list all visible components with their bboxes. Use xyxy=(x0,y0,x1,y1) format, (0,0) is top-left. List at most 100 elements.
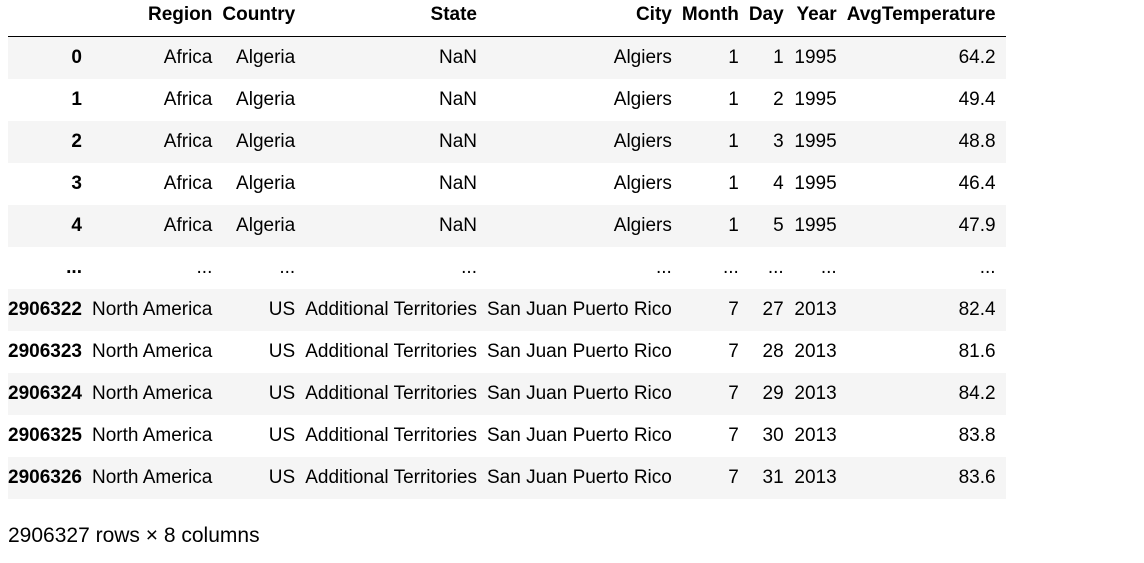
header-row: Region Country State City Month Day Year… xyxy=(8,0,1006,37)
row-index: 3 xyxy=(71,173,82,194)
cell-state: NaN xyxy=(438,89,477,110)
cell-day: 27 xyxy=(762,299,784,320)
cell-region: Africa xyxy=(163,173,213,194)
cell-state: Additional Territories xyxy=(305,299,477,320)
row-index: 2906322 xyxy=(8,299,82,320)
table-row: 1 Africa Algeria NaN Algiers 1 2 1995 49.4 xyxy=(8,79,1006,121)
row-index: 1 xyxy=(71,89,82,110)
cell-year: 1995 xyxy=(794,215,837,236)
cell-city: Algiers xyxy=(613,89,672,110)
cell-avgtemperature: 81.6 xyxy=(958,341,996,362)
cell-region: North America xyxy=(92,425,213,446)
cell-country: Algeria xyxy=(236,215,296,236)
cell-state: NaN xyxy=(438,215,477,236)
cell-avgtemperature: 83.6 xyxy=(958,467,996,488)
cell-country: US xyxy=(268,299,296,320)
column-header-day: Day xyxy=(748,0,794,37)
table-row: 2906325 North America US Additional Territo… xyxy=(8,415,1006,457)
cell-state: NaN xyxy=(438,47,477,68)
cell-year: 2013 xyxy=(794,341,837,362)
table-row: 2906323 North America US Additional Territo… xyxy=(8,331,1006,373)
column-header-country: Country xyxy=(222,0,306,37)
cell-day: 2 xyxy=(773,89,784,110)
cell-month: 7 xyxy=(728,425,739,446)
cell-avgtemperature: 64.2 xyxy=(958,47,996,68)
cell-city: San Juan Puerto Rico xyxy=(487,299,672,320)
table-row: 0 Africa Algeria NaN Algiers 1 1 1995 64.2 xyxy=(8,36,1006,79)
cell-month: 7 xyxy=(728,467,739,488)
cell-city: Algiers xyxy=(613,47,672,68)
index-header xyxy=(8,0,92,37)
row-index: 2906326 xyxy=(8,467,82,488)
cell-state: ... xyxy=(461,257,477,278)
cell-year: 1995 xyxy=(794,131,837,152)
cell-city: ... xyxy=(656,257,672,278)
cell-state: Additional Territories xyxy=(305,425,477,446)
cell-month: 1 xyxy=(728,47,739,68)
cell-avgtemperature: 46.4 xyxy=(958,173,996,194)
column-header-month: Month xyxy=(681,0,749,37)
row-index: 2906325 xyxy=(8,425,82,446)
table-body: 0 Africa Algeria NaN Algiers 1 1 1995 64.2 1 Afric… xyxy=(8,36,1006,499)
cell-region: ... xyxy=(196,257,213,278)
cell-avgtemperature: 47.9 xyxy=(958,215,996,236)
cell-day: 1 xyxy=(773,47,784,68)
cell-state: NaN xyxy=(438,131,477,152)
column-header-year: Year xyxy=(793,0,847,37)
cell-avgtemperature: 48.8 xyxy=(958,131,996,152)
row-index: 2906324 xyxy=(8,383,82,404)
row-index: 0 xyxy=(71,47,82,68)
cell-day: 30 xyxy=(762,425,784,446)
dataframe-shape-text: 2906327 rows × 8 columns xyxy=(8,524,260,547)
cell-state: Additional Territories xyxy=(305,383,477,404)
cell-city: Algiers xyxy=(613,173,672,194)
cell-year: 2013 xyxy=(794,467,837,488)
cell-month: 1 xyxy=(728,173,739,194)
cell-region: Africa xyxy=(163,89,213,110)
cell-avgtemperature: ... xyxy=(979,257,996,278)
cell-city: San Juan Puerto Rico xyxy=(487,425,672,446)
cell-avgtemperature: 49.4 xyxy=(958,89,996,110)
cell-day: 29 xyxy=(762,383,784,404)
table-row: 2906326 North America US Additional Territo… xyxy=(8,457,1006,499)
row-index: ... xyxy=(66,257,82,278)
cell-avgtemperature: 84.2 xyxy=(958,383,996,404)
column-header-avgtemperature: AvgTemperature xyxy=(846,0,1006,37)
cell-country: US xyxy=(268,341,296,362)
cell-year: 1995 xyxy=(794,47,837,68)
cell-year: ... xyxy=(820,257,837,278)
dataframe-table: Region Country State City Month Day Year… xyxy=(8,0,1006,499)
cell-month: 7 xyxy=(728,299,739,320)
table-row: 3 Africa Algeria NaN Algiers 1 4 1995 46.4 xyxy=(8,163,1006,205)
cell-city: Algiers xyxy=(613,131,672,152)
cell-city: Algiers xyxy=(613,215,672,236)
cell-day: ... xyxy=(767,257,784,278)
cell-year: 1995 xyxy=(794,173,837,194)
column-header-city: City xyxy=(487,0,682,37)
cell-state: NaN xyxy=(438,173,477,194)
table-row: 2906324 North America US Additional Territo… xyxy=(8,373,1006,415)
table-row: 2906322 North America US Additional Territo… xyxy=(8,289,1006,331)
table-row: ........................... xyxy=(8,247,1006,289)
cell-country: US xyxy=(268,383,296,404)
cell-region: Africa xyxy=(163,215,213,236)
cell-city: San Juan Puerto Rico xyxy=(487,341,672,362)
cell-country: US xyxy=(268,467,296,488)
cell-month: 1 xyxy=(728,131,739,152)
table-row: 4 Africa Algeria NaN Algiers 1 5 1995 47.9 xyxy=(8,205,1006,247)
cell-month: 7 xyxy=(728,383,739,404)
cell-month: 7 xyxy=(728,341,739,362)
cell-month: ... xyxy=(722,257,739,278)
cell-year: 1995 xyxy=(794,89,837,110)
column-header-state: State xyxy=(305,0,487,37)
cell-day: 28 xyxy=(762,341,784,362)
cell-region: Africa xyxy=(163,47,213,68)
cell-year: 2013 xyxy=(794,425,837,446)
cell-avgtemperature: 83.8 xyxy=(958,425,996,446)
cell-country: US xyxy=(268,425,296,446)
cell-country: Algeria xyxy=(236,131,296,152)
cell-avgtemperature: 82.4 xyxy=(958,299,996,320)
cell-state: Additional Territories xyxy=(305,467,477,488)
cell-country: Algeria xyxy=(236,47,296,68)
cell-region: North America xyxy=(92,341,213,362)
